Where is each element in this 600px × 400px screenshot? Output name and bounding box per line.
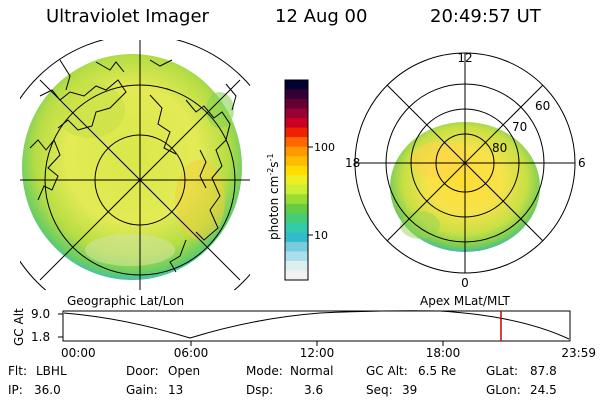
altitude-axis-label: GC Alt — [12, 308, 26, 346]
altitude-tick-1-8: 1.8 — [31, 330, 50, 344]
colorbar-segment — [285, 99, 308, 110]
polar-grid — [354, 52, 576, 274]
colorbar — [285, 80, 308, 281]
altitude-x-ticks — [190, 341, 444, 346]
geo-image — [22, 54, 242, 280]
time-tick-0600: 06:00 — [174, 346, 209, 360]
colorbar-segment — [285, 251, 308, 262]
instrument-title: Ultraviolet Imager — [46, 6, 209, 27]
mlt-label-12: 12 — [457, 51, 472, 65]
colorbar-segment — [285, 156, 308, 167]
gcalt-label: GC Alt: — [366, 364, 408, 378]
colorbar-segment — [285, 137, 308, 148]
altitude-curve — [63, 310, 570, 340]
colorbar-segment — [285, 165, 308, 176]
colorbar-ticks — [308, 146, 313, 236]
colorbar-segment — [285, 203, 308, 214]
ip-value: 36.0 — [34, 383, 61, 397]
gain-value: 13 — [168, 383, 184, 397]
gain-label: Gain: — [126, 383, 158, 397]
mode-value: Normal — [290, 364, 334, 378]
geo-map-label: Geographic Lat/Lon — [67, 294, 184, 308]
flt-label: Flt: — [8, 364, 27, 378]
coastlines — [29, 59, 237, 273]
colorbar-segment — [285, 184, 308, 195]
mlt-label-6: 6 — [578, 156, 586, 170]
glat-value: 87.8 — [530, 364, 557, 378]
colorbar-segment — [285, 146, 308, 157]
polar-plot-label: Apex MLat/MLT — [420, 294, 510, 308]
gcalt-value: 6.5 Re — [418, 364, 457, 378]
colorbar-segment — [285, 127, 308, 138]
glat-label: GLat: — [486, 364, 519, 378]
lat-label-60: 60 — [535, 99, 550, 113]
geo-grid — [20, 40, 250, 290]
mlt-label-0: 0 — [461, 276, 469, 290]
colorbar-frame — [284, 79, 309, 281]
lat-label-70: 70 — [512, 120, 527, 134]
colorbar-tick-10: 10 — [314, 229, 328, 242]
colorbar-segment — [285, 175, 308, 186]
mode-label: Mode: — [246, 364, 283, 378]
colorbar-segment — [285, 232, 308, 243]
time-tick-1800: 18:00 — [426, 346, 461, 360]
colorbar-tick-100: 100 — [314, 141, 335, 154]
time-tick-2359: 23:59 — [561, 346, 596, 360]
colorbar-segment — [285, 222, 308, 233]
date-label: 12 Aug 00 — [275, 6, 368, 27]
colorbar-segment — [285, 108, 308, 119]
door-label: Door: — [126, 364, 159, 378]
flt-value: LBHL — [36, 364, 67, 378]
altitude-tick-9: 9.0 — [31, 307, 50, 321]
colorbar-segment — [285, 241, 308, 253]
colorbar-segment — [285, 260, 308, 272]
dsp-label: Dsp: — [246, 383, 274, 397]
colorbar-segment — [285, 89, 308, 100]
colorbar-segment — [285, 194, 308, 205]
time-label: 20:49:57 UT — [430, 6, 541, 27]
colorbar-segment — [285, 118, 308, 129]
colorbar-segment — [285, 213, 308, 224]
time-tick-1200: 12:00 — [300, 346, 335, 360]
altitude-y-ticks — [58, 313, 63, 338]
door-value: Open — [168, 364, 201, 378]
glon-value: 24.5 — [530, 383, 557, 397]
time-tick-0000: 00:00 — [61, 346, 96, 360]
colorbar-segment — [285, 270, 308, 281]
mlt-label-18: 18 — [345, 156, 360, 170]
seq-label: Seq: — [366, 383, 393, 397]
seq-value: 39 — [402, 383, 418, 397]
ip-label: IP: — [8, 383, 23, 397]
dsp-value: 3.6 — [304, 383, 324, 397]
lat-label-80: 80 — [492, 141, 507, 155]
colorbar-segment — [285, 80, 308, 91]
altitude-frame — [62, 310, 571, 342]
colorbar-unit-label: photon cm-2s-1 — [266, 153, 281, 240]
glon-label: GLon: — [486, 383, 521, 397]
